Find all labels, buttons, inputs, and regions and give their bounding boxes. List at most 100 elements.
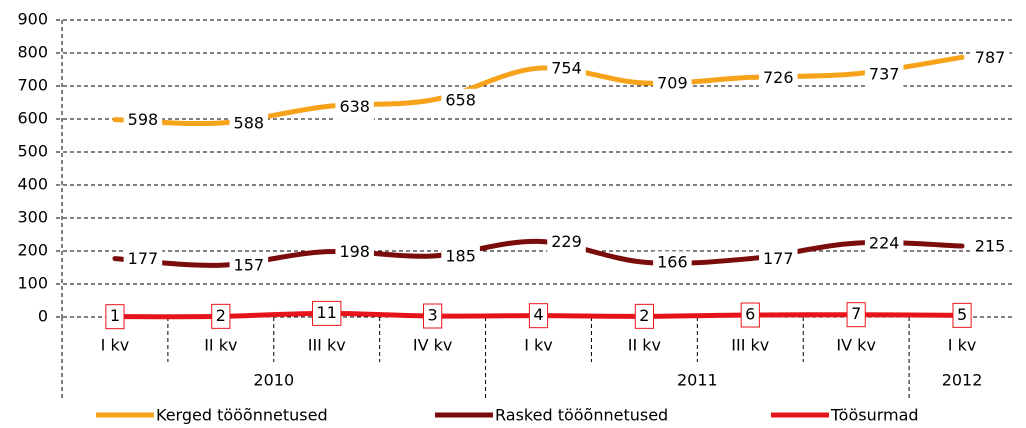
x-tick-label: I kv xyxy=(101,336,130,355)
data-label: 6 xyxy=(745,305,755,324)
y-tick-label: 200 xyxy=(17,241,48,260)
data-label-group: 185 xyxy=(441,244,480,269)
x-tick-label: I kv xyxy=(524,336,553,355)
x-tick-label: II kv xyxy=(628,336,661,355)
data-label: 598 xyxy=(128,110,159,129)
data-label-box xyxy=(846,302,866,328)
data-label: 658 xyxy=(445,90,476,109)
data-label-group: 588 xyxy=(229,111,269,136)
data-label-group: 11 xyxy=(312,300,342,326)
data-label: 726 xyxy=(763,68,794,87)
y-tick-label: 700 xyxy=(17,76,48,95)
data-label-bg xyxy=(123,247,163,272)
data-label-group: 198 xyxy=(335,240,374,265)
data-label-group: 658 xyxy=(441,88,480,113)
data-label-box xyxy=(312,300,342,326)
data-label-group: 4 xyxy=(528,303,549,329)
data-label: 1 xyxy=(110,306,120,325)
data-label: 737 xyxy=(869,64,900,83)
data-label-bg xyxy=(441,244,480,269)
data-label-bg xyxy=(335,240,374,265)
data-label: 177 xyxy=(128,249,159,268)
data-label-bg xyxy=(653,72,692,97)
data-label: 3 xyxy=(428,306,438,325)
data-label: 198 xyxy=(339,242,370,261)
group-label: 2012 xyxy=(942,371,983,390)
data-label-group: 7 xyxy=(846,302,866,328)
data-label-group: 787 xyxy=(970,46,1010,71)
data-label-group: 2 xyxy=(211,303,231,329)
data-label: 4 xyxy=(533,305,543,324)
data-label-box xyxy=(528,303,549,329)
x-tick-label: IV kv xyxy=(413,336,452,355)
y-tick-label: 300 xyxy=(17,208,48,227)
data-label-group: 215 xyxy=(970,235,1010,260)
data-label-bg xyxy=(123,108,163,133)
data-label-bg xyxy=(970,235,1010,260)
data-label-bg xyxy=(547,230,586,255)
data-label-group: 6 xyxy=(740,302,760,328)
data-label: 157 xyxy=(234,256,265,275)
data-label-group: 157 xyxy=(229,254,269,279)
y-tick-label: 400 xyxy=(17,175,48,194)
data-label-group: 177 xyxy=(123,247,163,272)
data-label-bg xyxy=(229,111,269,136)
y-tick-label: 600 xyxy=(17,109,48,128)
data-label: 224 xyxy=(869,234,900,253)
legend-label: Kerged tööõnnetused xyxy=(156,406,328,425)
data-label-group: 5 xyxy=(952,302,972,328)
x-tick-label: III kv xyxy=(308,336,346,355)
data-label-group: 726 xyxy=(759,66,798,91)
data-label-group: 2 xyxy=(634,303,654,329)
data-label: 185 xyxy=(445,246,476,265)
data-label-box xyxy=(952,302,972,328)
data-label: 638 xyxy=(339,97,370,116)
data-label-bg xyxy=(653,251,692,276)
data-label: 754 xyxy=(551,59,582,78)
data-label: 2 xyxy=(216,306,226,325)
data-label-bg xyxy=(864,232,904,257)
data-label: 11 xyxy=(317,303,337,322)
group-label: 2010 xyxy=(253,371,294,390)
y-tick-label: 900 xyxy=(17,10,48,29)
data-label-bg xyxy=(759,247,798,272)
data-label-box xyxy=(634,303,654,329)
data-label: 215 xyxy=(975,237,1006,256)
data-label-group: 737 xyxy=(864,62,904,87)
x-tick-label: I kv xyxy=(948,336,977,355)
data-label-group: 638 xyxy=(335,95,374,120)
data-label-group: 3 xyxy=(423,303,443,329)
data-label-group: 224 xyxy=(864,232,904,257)
y-tick-label: 800 xyxy=(17,43,48,62)
x-tick-label: IV kv xyxy=(836,336,875,355)
data-label: 5 xyxy=(957,305,967,324)
data-label-box xyxy=(740,302,760,328)
data-label-box xyxy=(105,304,125,330)
data-label-group: 166 xyxy=(653,251,692,276)
data-label-bg xyxy=(229,254,269,279)
data-label: 229 xyxy=(551,232,582,251)
data-label-group: 709 xyxy=(653,72,692,97)
data-label: 7 xyxy=(851,304,861,323)
x-tick-label: III kv xyxy=(731,336,769,355)
data-label-group: 598 xyxy=(123,108,163,133)
x-tick-label: II kv xyxy=(204,336,237,355)
group-label: 2011 xyxy=(677,371,718,390)
data-label: 787 xyxy=(975,48,1006,67)
data-label-group: 177 xyxy=(759,247,798,272)
data-label: 177 xyxy=(763,249,794,268)
data-label-group: 1 xyxy=(105,304,125,330)
data-label-bg xyxy=(547,57,586,82)
data-label-box xyxy=(211,303,231,329)
data-label-bg xyxy=(864,62,904,87)
data-label-bg xyxy=(970,46,1010,71)
legend-label: Töösurmad xyxy=(830,406,919,425)
y-tick-label: 0 xyxy=(38,307,48,326)
data-label: 709 xyxy=(657,74,688,93)
data-label-bg xyxy=(759,66,798,91)
data-label-group: 229 xyxy=(547,230,586,255)
data-label-group: 754 xyxy=(547,57,586,82)
data-label: 2 xyxy=(639,306,649,325)
data-label-bg xyxy=(441,88,480,113)
